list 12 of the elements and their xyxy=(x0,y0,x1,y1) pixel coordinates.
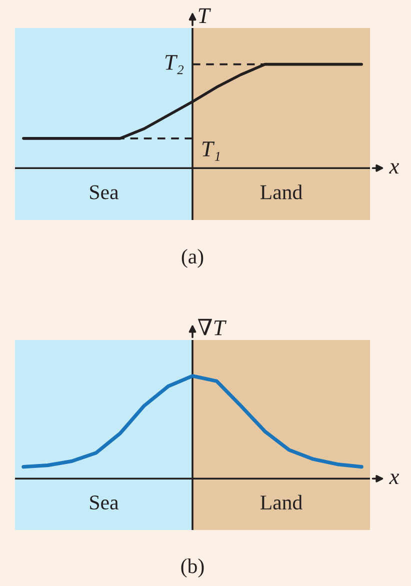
ref-line-label: T₁ xyxy=(202,142,220,161)
y-axis-title: ∇T xyxy=(198,318,227,336)
y-axis-title: T xyxy=(198,8,212,23)
text: (b) xyxy=(181,558,204,578)
text: (a) xyxy=(182,248,204,268)
text: Sea xyxy=(90,185,119,200)
x-axis-title: x xyxy=(389,163,400,174)
text: Sea xyxy=(90,496,119,510)
x-axis-title: x xyxy=(389,474,400,484)
text: Land xyxy=(260,494,302,510)
text: Land xyxy=(260,184,302,200)
ref-line-label: T₂ xyxy=(165,55,184,74)
